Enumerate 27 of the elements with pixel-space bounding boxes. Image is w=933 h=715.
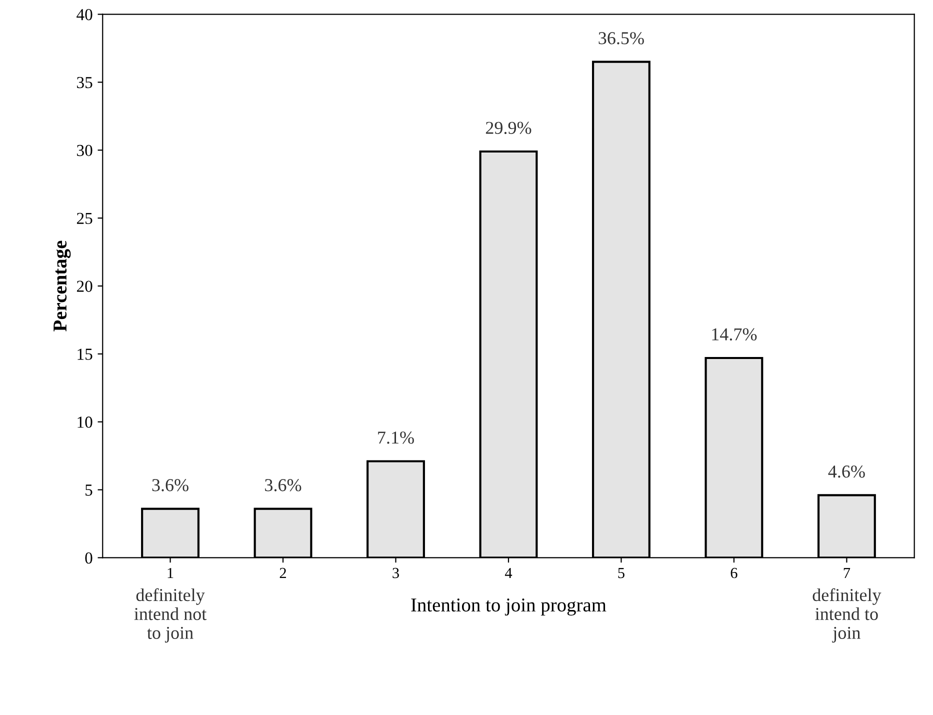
data-label: 4.6% [828,465,865,478]
x-tick-label: 3 [392,568,399,578]
y-tick-label: 40 [76,9,92,20]
y-tick-label: 30 [77,144,92,156]
data-label: 3.6% [265,479,302,492]
y-tick-label: 25 [76,212,92,224]
y-tick-label: 0 [85,552,92,564]
x-tick-label: 7 [844,568,850,578]
data-label: 36.5% [598,32,644,44]
text: definitely intend not to join [134,588,207,643]
y-tick-label: 20 [76,280,92,292]
x-tick-label: 4 [504,568,512,578]
y-tick-label: 10 [78,416,92,428]
data-label: 7.1% [378,432,414,444]
x-axis-title: Intention to join program [411,598,606,616]
x-tick-label: 1 [168,568,174,578]
data-label: 29.9% [486,122,532,134]
x-tick-label: 6 [730,568,738,578]
x-tick-label: 5 [618,568,624,578]
y-tick-label: 35 [77,76,92,88]
y-tick-label: 15 [78,348,92,360]
y-axis-title: Percentage [54,240,71,332]
text: definitely intend to join [812,588,882,643]
x-tick-label: 2 [280,568,286,578]
data-label: 3.6% [152,479,188,492]
data-label: 14.7% [712,328,757,341]
y-tick-label: 5 [86,484,92,496]
